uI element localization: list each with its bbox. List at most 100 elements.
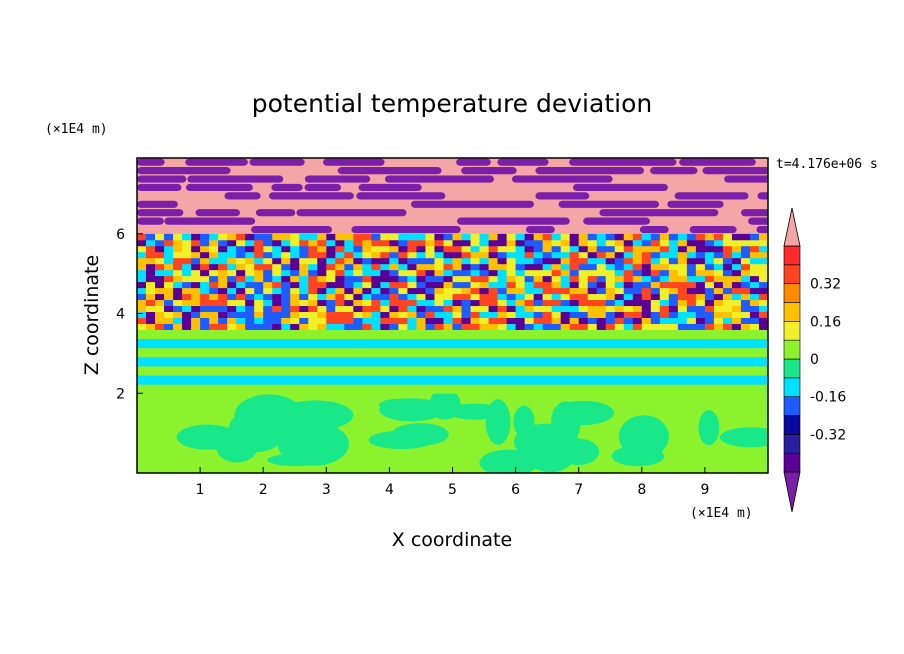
field-cell xyxy=(632,281,643,289)
field-cell xyxy=(434,299,444,307)
field-cell xyxy=(578,275,589,283)
field-cell xyxy=(263,251,273,259)
field-cell xyxy=(263,293,273,301)
field-cell xyxy=(335,245,345,253)
field-cell xyxy=(641,299,652,307)
field-cell xyxy=(317,311,327,318)
field-cell xyxy=(326,323,336,330)
field-cell xyxy=(200,311,210,318)
field-cell xyxy=(758,311,768,318)
field-cell xyxy=(650,287,661,295)
field-cell xyxy=(317,239,327,247)
field-cell xyxy=(182,257,192,265)
field-cell xyxy=(506,263,517,271)
field-cell xyxy=(344,305,354,313)
field-cell xyxy=(425,299,435,307)
field-cell xyxy=(137,233,147,241)
eddy-blob xyxy=(698,410,720,446)
field-cell xyxy=(461,233,472,241)
field-cell xyxy=(668,257,679,265)
field-cell xyxy=(326,311,336,318)
streak xyxy=(137,158,165,166)
field-cell xyxy=(272,263,282,271)
field-cell xyxy=(137,317,147,324)
field-cell xyxy=(749,233,760,241)
field-cell xyxy=(416,311,426,318)
field-cell xyxy=(317,245,327,253)
field-cell xyxy=(614,299,625,307)
field-cell xyxy=(263,233,273,241)
field-cell xyxy=(407,287,417,295)
field-cell xyxy=(308,287,318,295)
field-cell xyxy=(335,311,345,318)
eddy-blob xyxy=(513,423,580,461)
field-cell xyxy=(380,245,390,253)
field-cell xyxy=(416,323,426,330)
field-cell xyxy=(560,287,571,295)
field-cell xyxy=(560,263,571,271)
field-cell xyxy=(362,299,372,307)
field-cell xyxy=(578,287,589,295)
field-cell xyxy=(407,281,417,289)
field-cell xyxy=(461,245,472,253)
field-cell xyxy=(236,263,246,271)
field-cell xyxy=(533,257,544,265)
field-cell xyxy=(362,239,372,247)
field-cell xyxy=(407,251,417,259)
field-cell xyxy=(344,275,354,283)
streak xyxy=(558,200,660,208)
field-cell xyxy=(470,323,481,330)
field-cell xyxy=(506,245,517,253)
streak xyxy=(195,209,240,217)
field-cell xyxy=(209,275,219,283)
colorbar-band xyxy=(783,434,801,454)
x-tick-label: 7 xyxy=(574,482,583,498)
field-cell xyxy=(659,245,670,253)
field-cell xyxy=(407,245,417,253)
eddy-blob xyxy=(295,440,340,460)
field-cell xyxy=(497,323,508,330)
field-cell xyxy=(596,257,607,265)
field-cell xyxy=(218,281,228,289)
field-cell xyxy=(470,281,481,289)
field-cell xyxy=(713,263,724,271)
field-cell xyxy=(479,281,490,289)
field-cell xyxy=(632,233,643,241)
field-cell xyxy=(749,305,760,313)
field-cell xyxy=(488,263,499,271)
field-cell xyxy=(641,233,652,241)
field-cell xyxy=(326,293,336,301)
field-cell xyxy=(398,233,408,241)
field-cell xyxy=(380,251,390,259)
field-cell xyxy=(497,281,508,289)
y-axis: 2 4 6 xyxy=(116,227,143,402)
field-cell xyxy=(182,233,192,241)
field-cell xyxy=(182,251,192,259)
field-cell xyxy=(227,251,237,259)
field-cell xyxy=(182,317,192,324)
field-cell xyxy=(578,257,589,265)
streak xyxy=(137,183,182,192)
field-cell xyxy=(389,275,399,283)
streak xyxy=(323,158,385,166)
field-cell xyxy=(731,251,742,259)
field-cell xyxy=(389,269,399,277)
streak xyxy=(583,217,650,225)
field-cell xyxy=(623,287,634,295)
field-cell xyxy=(560,251,571,259)
field-cell xyxy=(488,251,499,259)
field-cell xyxy=(470,311,481,318)
field-cell xyxy=(272,317,282,324)
field-cell xyxy=(209,317,219,324)
field-cell xyxy=(137,311,147,318)
field-cell xyxy=(416,317,426,324)
field-cell xyxy=(488,305,499,313)
field-cell xyxy=(560,299,571,307)
field-cell xyxy=(326,275,336,283)
field-cell xyxy=(623,323,634,330)
field-cell xyxy=(650,317,661,324)
field-cell xyxy=(182,239,192,247)
streak xyxy=(748,217,768,225)
field-cell xyxy=(632,263,643,271)
field-cell xyxy=(551,239,562,247)
